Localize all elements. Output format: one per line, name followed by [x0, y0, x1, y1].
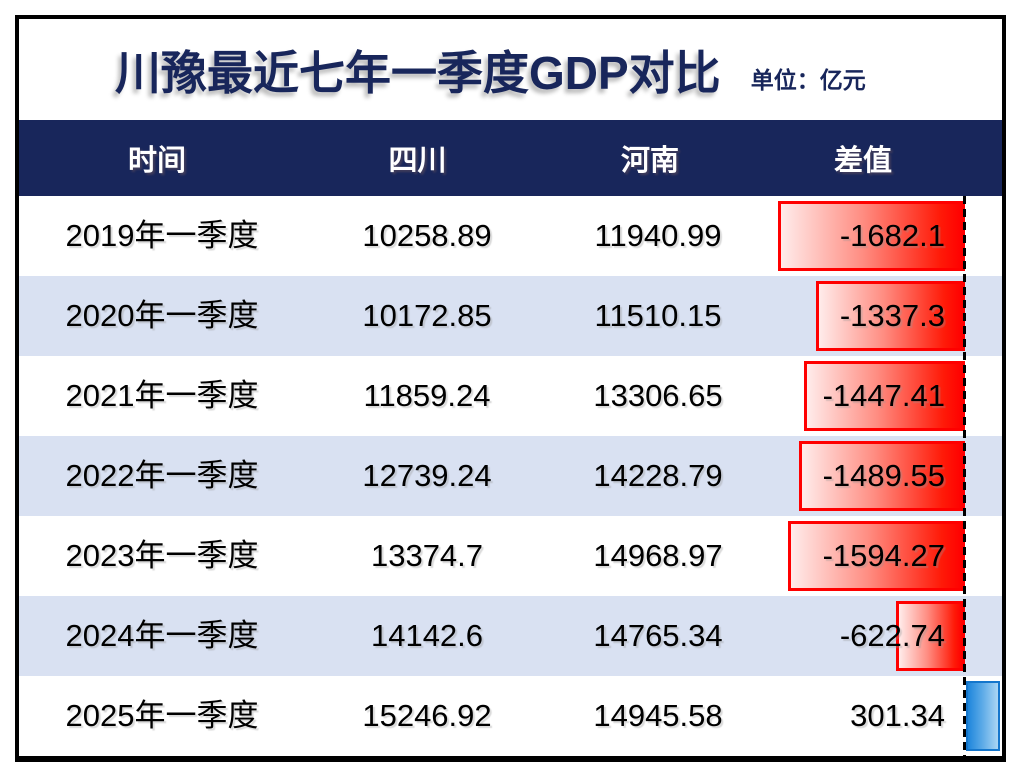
- time-cell: 2025年一季度: [65, 698, 259, 733]
- henan-value-cell: 14968.97: [593, 538, 723, 573]
- page-title: 川豫最近七年一季度GDP对比: [115, 46, 721, 99]
- unit-label: 单位：亿元: [750, 66, 866, 93]
- sichuan-value-cell: 14142.6: [370, 618, 484, 653]
- table-row: 2021年一季度 11859.24 13306.65 -1447.41: [19, 356, 1002, 436]
- henan-value-cell: 14765.34: [593, 618, 723, 653]
- table-header-row: 时间 四川 河南 差值: [19, 120, 1002, 196]
- table-row: 2024年一季度 14142.6 14765.34 -622.74: [19, 596, 1002, 676]
- header-diff: 差值: [833, 145, 892, 177]
- sichuan-value-cell: 11859.24: [363, 378, 491, 413]
- henan-value-cell: 14228.79: [593, 458, 723, 493]
- table-row: 2020年一季度 10172.85 11510.15 -1337.3: [19, 276, 1002, 356]
- diff-value-cell: -1489.55: [822, 458, 945, 493]
- infographic-frame: 川豫最近七年一季度GDP对比 单位：亿元 时间 四川 河南 差值 2019年一季…: [15, 15, 1006, 762]
- diff-value-cell: -1594.27: [822, 538, 945, 573]
- diff-value-cell: -1447.41: [822, 378, 945, 413]
- table-row: 2023年一季度 13374.7 14968.97 -1594.27: [19, 516, 1002, 596]
- time-cell: 2021年一季度: [65, 378, 259, 413]
- time-cell: 2024年一季度: [65, 618, 259, 653]
- sichuan-value-cell: 12739.24: [362, 458, 492, 493]
- time-cell: 2023年一季度: [65, 538, 259, 573]
- header-henan: 河南: [620, 145, 679, 177]
- diff-databar: [816, 281, 965, 351]
- sichuan-value-cell: 15246.92: [362, 698, 492, 733]
- title-bar: 川豫最近七年一季度GDP对比 单位：亿元: [19, 19, 1002, 120]
- table-row: 2019年一季度 10258.89 11940.99 -1682.1: [19, 196, 1002, 276]
- henan-value-cell: 11940.99: [594, 218, 722, 253]
- sichuan-value-cell: 13374.7: [370, 538, 484, 573]
- table-body: 2019年一季度 10258.89 11940.99 -1682.1 2020年…: [19, 196, 1002, 756]
- henan-value-cell: 13306.65: [593, 378, 723, 413]
- diff-databar: [966, 681, 1000, 751]
- table-row: 2025年一季度 15246.92 14945.58 301.34: [19, 676, 1002, 756]
- time-cell: 2022年一季度: [65, 458, 259, 493]
- time-cell: 2020年一季度: [65, 298, 259, 333]
- diff-value-cell: -1682.1: [839, 218, 945, 253]
- sichuan-value-cell: 10258.89: [362, 218, 492, 253]
- diff-value-cell: -622.74: [839, 618, 945, 653]
- header-time: 时间: [127, 145, 186, 177]
- henan-value-cell: 11510.15: [594, 298, 722, 333]
- diff-value-cell: 301.34: [850, 698, 945, 733]
- diff-databar: [778, 201, 965, 271]
- header-sichuan: 四川: [388, 145, 447, 177]
- time-cell: 2019年一季度: [65, 218, 259, 253]
- databar-axis-dashed-line: [963, 196, 966, 756]
- sichuan-value-cell: 10172.85: [362, 298, 492, 333]
- diff-databar: [787, 521, 965, 591]
- diff-databar: [895, 601, 965, 671]
- diff-value-cell: -1337.3: [839, 298, 945, 333]
- henan-value-cell: 14945.58: [593, 698, 723, 733]
- table-row: 2022年一季度 12739.24 14228.79 -1489.55: [19, 436, 1002, 516]
- diff-databar: [799, 441, 965, 511]
